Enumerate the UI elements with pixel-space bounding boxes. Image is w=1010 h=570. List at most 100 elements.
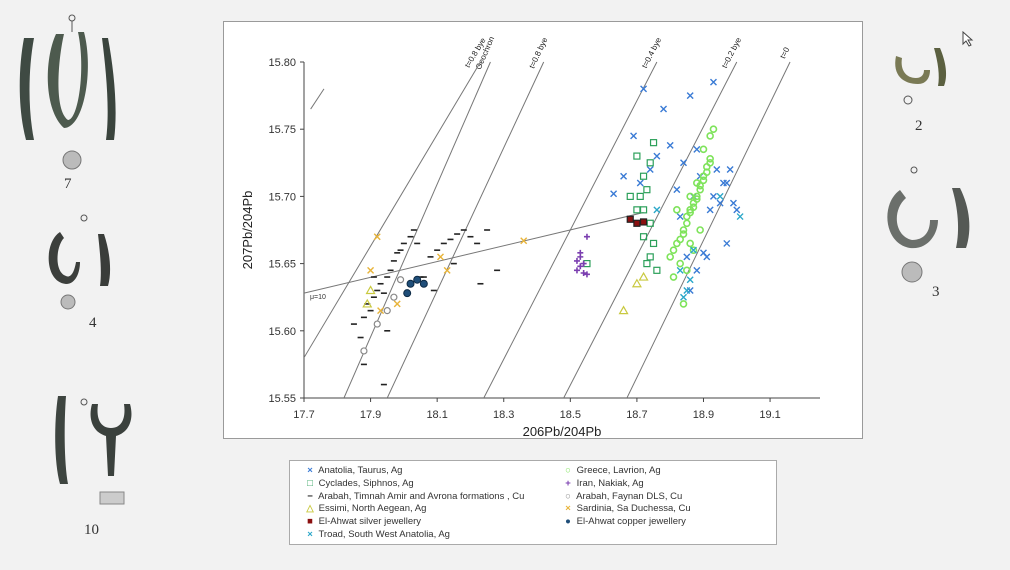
legend-item: ● El-Ahwat copper jewellery [562,516,686,528]
isochron-line [343,61,491,398]
data-point-square [639,218,648,226]
data-point-x [723,179,731,187]
x-tick-label: 17.9 [360,409,381,421]
lead-isotope-scatter-chart: 17.7 17.9 18.1 18.3 18.5 18.7 18.9 19.1 15.55 15.… [240,35,820,439]
data-point-x [443,266,451,274]
plot-area [304,62,820,398]
data-point-x [703,253,711,261]
data-point-plus [583,271,590,278]
y-tick-label: 15.75 [268,124,296,136]
legend-label: Iran, Nakiak, Ag [574,477,644,489]
isochron-line [310,88,325,110]
data-point-x [716,199,724,207]
y-tick-label: 15.60 [268,326,296,338]
data-point-x [436,253,444,261]
mu-line-label: μ=10 [310,294,326,301]
legend-label: El-Ahwat copper jewellery [574,516,686,528]
isochron-label: t=0.4 bye [640,36,663,70]
data-point-circle [683,266,691,275]
data-point-x [680,293,688,301]
data-point-circle [676,259,684,268]
data-point-x [653,152,661,160]
isochron-label: t=0.2 bye [720,36,743,70]
legend-item: ○ Greece, Lavrion, Ag [562,465,660,477]
legend-marker-icon: □ [307,477,313,489]
data-point-square [646,253,654,261]
figure-number-2: 2 [915,118,923,134]
chart-legend: × Anatolia, Taurus, Ag ○ Greece, Lavrion,… [289,460,777,545]
data-point-circle [699,145,708,154]
data-point-filled-circle [403,289,412,298]
legend-item: × Troad, South West Anatolia, Ag [304,529,450,541]
data-point-plus [573,257,580,264]
legend-label: Arabah, Faynan DLS, Cu [574,490,683,502]
data-point-x [693,145,701,153]
data-point-x [653,206,661,214]
legend-marker-icon: ● [565,516,571,528]
artifact-10-illustration [55,396,132,505]
data-point-circle [686,192,694,201]
data-point-triangle [631,278,642,288]
data-point-plus [580,260,587,267]
isochron-label: t=0 [778,45,791,60]
x-tick-label: 17.7 [293,409,314,421]
data-point-x [393,300,401,308]
data-point-circle [699,176,708,185]
data-point-plus [577,263,584,270]
legend-label: El-Ahwat silver jewellery [316,516,422,528]
figure-number-7: 7 [64,176,72,192]
isochron-line [626,61,791,398]
data-point-x [686,276,694,284]
data-point-x [726,166,734,174]
data-point-x [666,141,674,149]
data-point-square [643,260,651,268]
data-point-circle-open [360,347,368,355]
data-point-x [676,213,684,221]
data-point-circle [693,179,701,187]
isochron-label: t=0.8 bye [527,36,549,70]
data-point-x [620,172,628,180]
legend-label: Essimi, North Aegean, Ag [316,503,427,515]
data-point-plus [580,270,587,277]
x-axis-label: 206Pb/204Pb [523,424,602,438]
data-point-circle [669,246,678,254]
data-point-circle-open [373,320,381,328]
data-point-x [673,186,681,194]
data-point-x [709,192,717,200]
data-point-x [630,132,638,140]
data-point-circle-open [383,307,391,315]
artifact-3-illustration [887,166,970,283]
x-tick-label: 19.1 [759,409,780,421]
data-point-circle [669,273,678,281]
legend-item: □ Cyclades, Siphnos, Ag [304,478,414,490]
data-point-x [733,206,741,214]
data-point-x [676,266,684,274]
y-tick-label: 15.65 [268,259,296,271]
y-axis-label: 207Pb/204Pb [240,191,255,270]
data-point-circle [689,203,698,211]
data-point-x [716,192,724,200]
legend-marker-icon: ○ [565,465,571,476]
x-tick-label: 18.9 [693,409,714,421]
data-point-square [649,139,658,147]
mu-growth-line [303,212,644,294]
data-point-x [640,85,648,93]
x-tick-label: 18.1 [426,409,447,421]
data-point-triangle [618,305,629,315]
legend-item: × Anatolia, Taurus, Ag [304,465,402,477]
figure-number-3: 3 [932,284,940,300]
data-point-circle [689,246,698,254]
data-point-x [713,166,721,174]
data-point-x [610,190,618,198]
data-point-circle [693,195,701,203]
data-point-circle-open [390,293,398,301]
legend-item: + Iran, Nakiak, Ag [562,477,644,490]
mouse-cursor-icon [962,31,974,47]
legend-item: − Arabah, Timnah Amir and Avrona formati… [304,491,524,503]
data-point-square [636,192,644,200]
artifact-7-illustration [19,14,116,170]
data-point-filled-circle [406,279,415,288]
data-point-square [639,206,648,214]
data-point-circle-open [396,276,405,284]
x-tick-label: 18.7 [626,409,647,421]
